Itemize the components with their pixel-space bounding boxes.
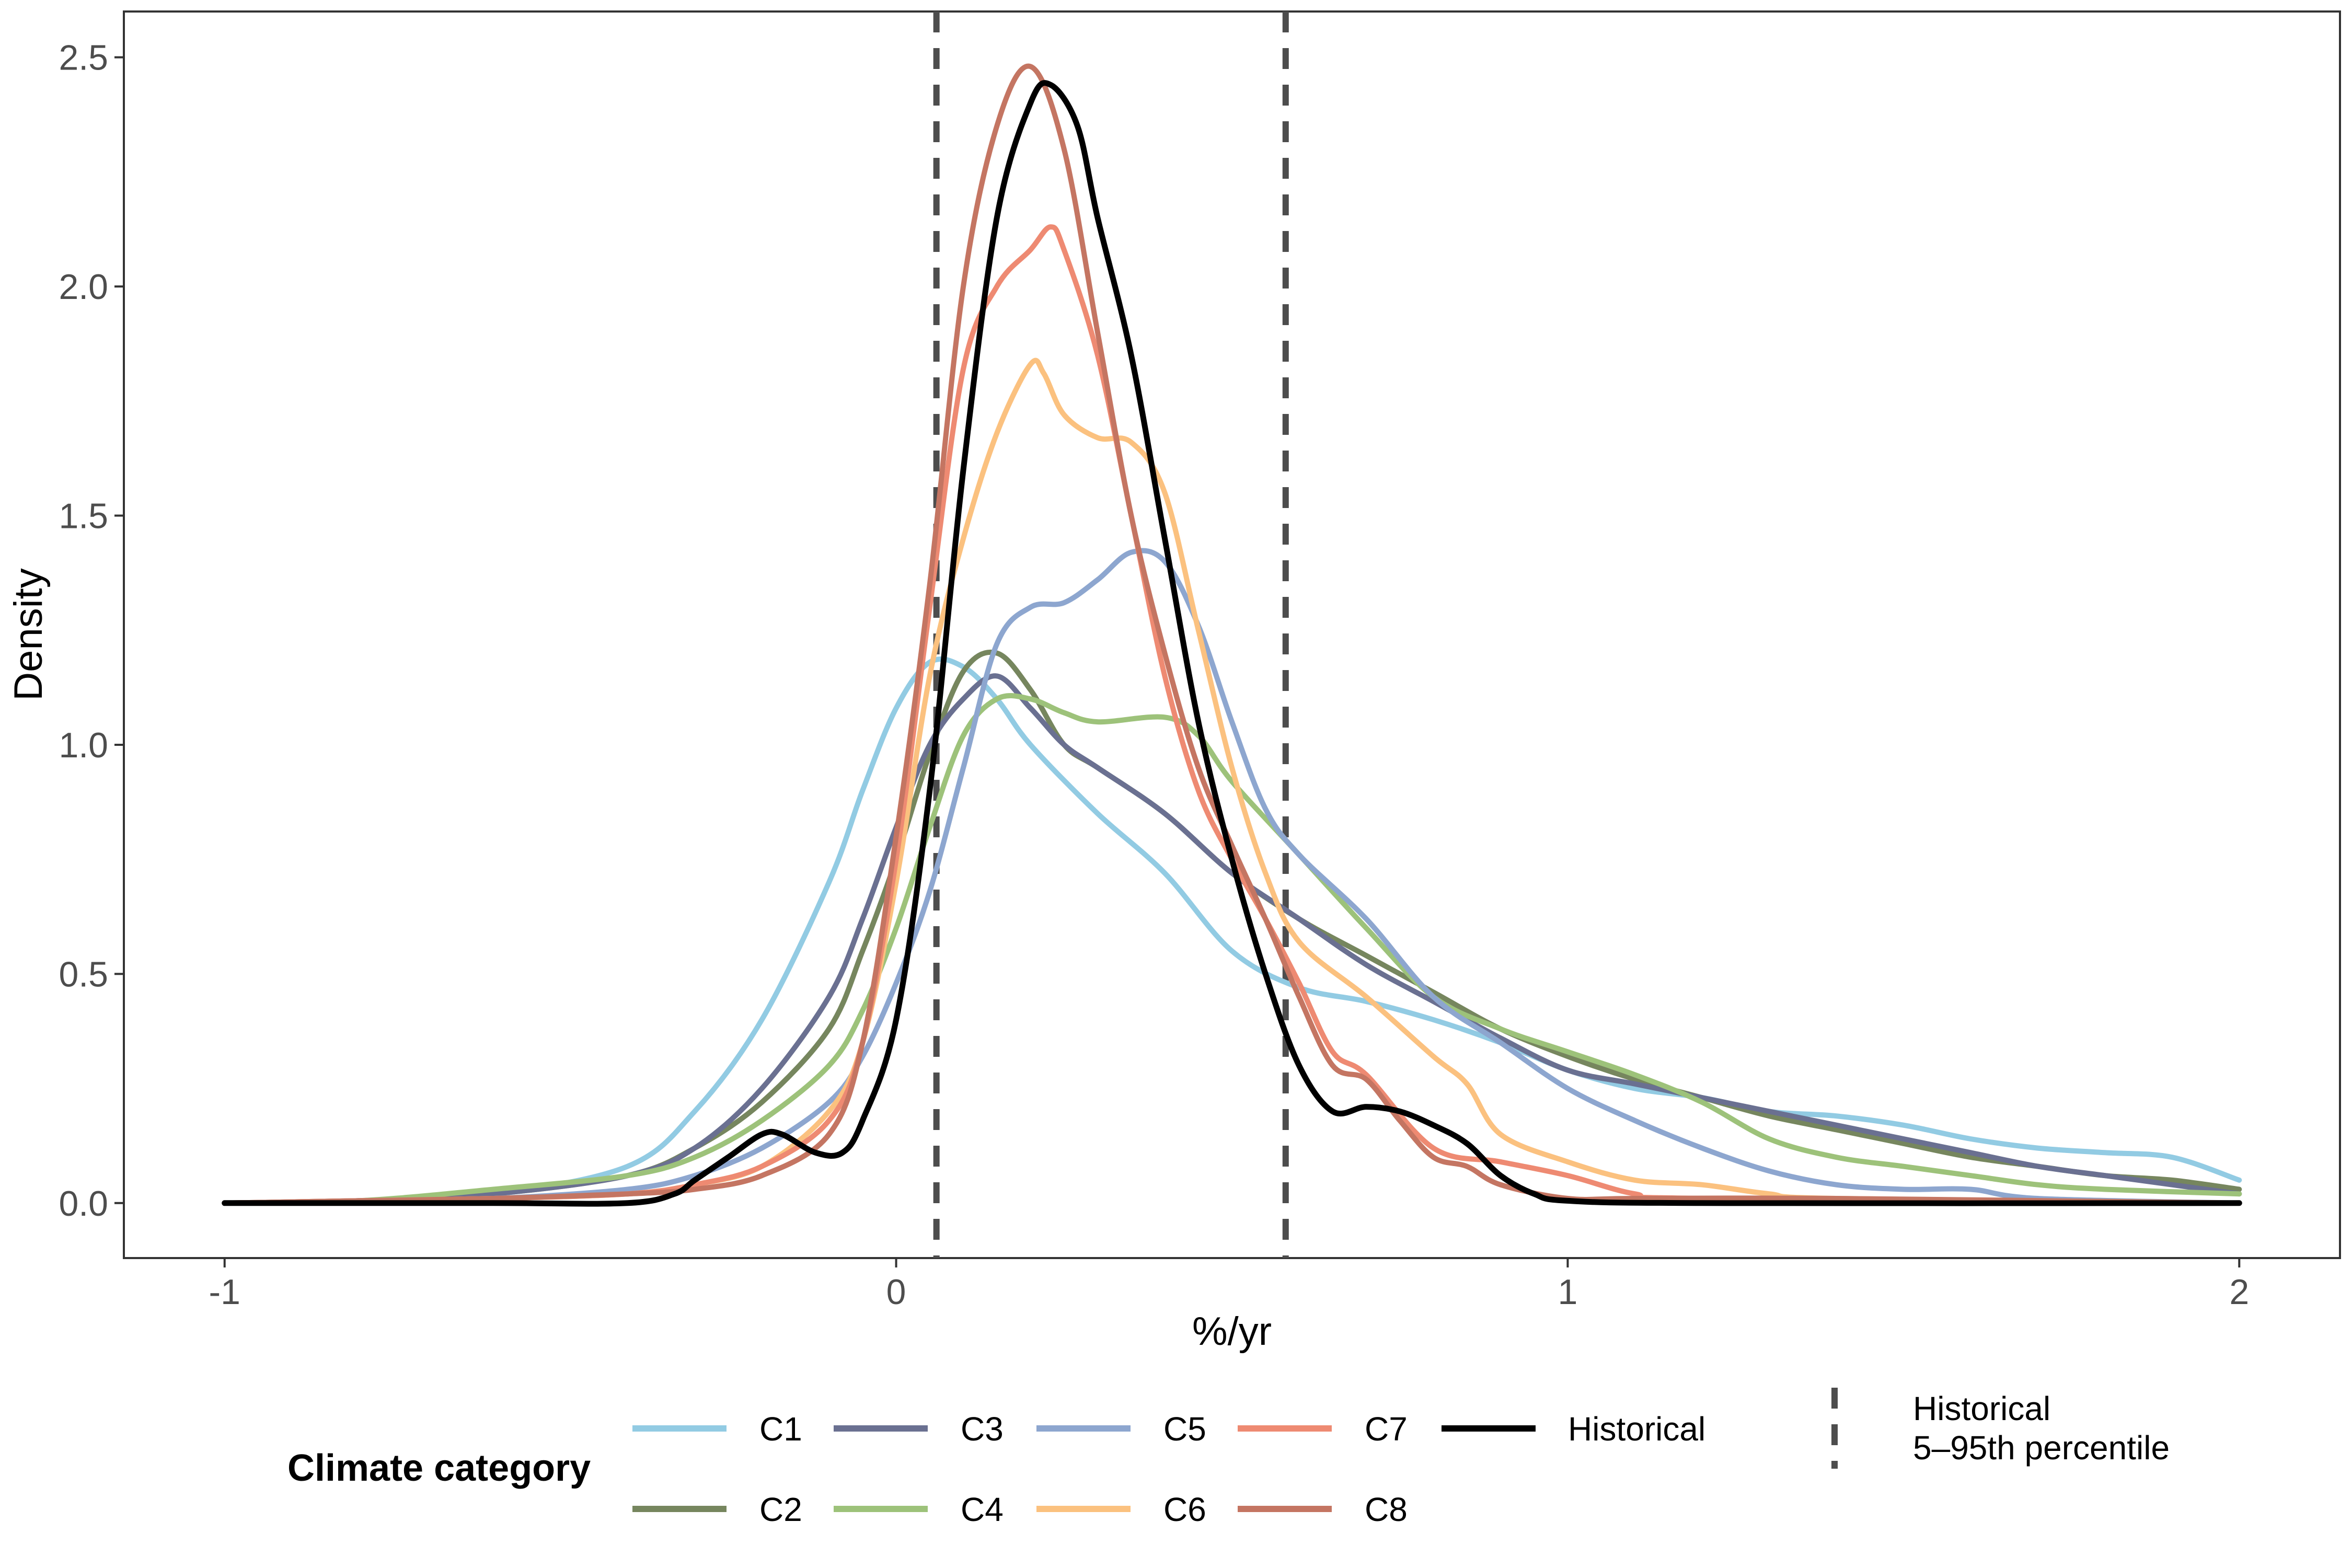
series-line-c7 — [222, 224, 2242, 1206]
legend-label-c6: C6 — [1163, 1491, 1206, 1528]
legend-label-c3: C3 — [961, 1410, 1004, 1448]
series-line-c8 — [222, 63, 2242, 1206]
legend-entry-historical: Historical — [1442, 1410, 1705, 1448]
x-tick-label: -1 — [209, 1272, 240, 1312]
legend-entry-c2: C2 — [632, 1491, 802, 1528]
legend-percentile-label-2: 5–95th percentile — [1913, 1429, 2170, 1467]
legend-entry-c6: C6 — [1036, 1491, 1206, 1528]
axes: -1 0 1 2 0.0 0.5 1.0 1.5 2.0 2.5 — [59, 38, 2249, 1312]
series-line-c2 — [222, 649, 2242, 1206]
y-axis-title: Density — [6, 568, 51, 700]
legend-entry-c1: C1 — [632, 1410, 802, 1448]
legend-label-c7: C7 — [1365, 1410, 1408, 1448]
legend-title: Climate category — [287, 1447, 591, 1489]
legend-label-c5: C5 — [1163, 1410, 1206, 1448]
legend-percentile-label-1: Historical — [1913, 1390, 2050, 1427]
legend-label-c8: C8 — [1365, 1491, 1408, 1528]
legend-percentile-entry: Historical 5–95th percentile — [1831, 1388, 2170, 1469]
legend-entry-c8: C8 — [1238, 1491, 1408, 1528]
legend-label-c4: C4 — [961, 1491, 1004, 1528]
y-tick-label: 2.0 — [59, 267, 108, 307]
y-tick-label: 1.5 — [59, 497, 108, 536]
reference-lines — [933, 11, 1289, 1258]
legend-entry-c3: C3 — [834, 1410, 1004, 1448]
legend: Climate category C1 C2 C3 C4 C5 C6 C7 C8 Histori… — [287, 1410, 1705, 1528]
y-tick-label: 0.5 — [59, 954, 108, 994]
plot-panel-border — [123, 10, 2341, 1259]
legend-entry-c5: C5 — [1036, 1410, 1206, 1448]
x-tick-label: 1 — [1558, 1272, 1578, 1312]
legend-label-c1: C1 — [759, 1410, 802, 1448]
legend-entry-c7: C7 — [1238, 1410, 1408, 1448]
legend-entry-c4: C4 — [834, 1491, 1004, 1528]
y-tick-label: 2.5 — [59, 38, 108, 78]
series-line-c5 — [222, 548, 2242, 1206]
series-line-c1 — [222, 656, 2242, 1206]
density-curves — [222, 63, 2242, 1207]
series-line-historical — [222, 80, 2242, 1207]
y-tick-label: 1.0 — [59, 725, 108, 765]
y-tick-label: 0.0 — [59, 1184, 108, 1224]
legend-label-historical: Historical — [1568, 1410, 1705, 1448]
legend-label-c2: C2 — [759, 1491, 802, 1528]
x-tick-label: 0 — [886, 1272, 906, 1312]
x-tick-label: 2 — [2229, 1272, 2249, 1312]
series-line-c3 — [222, 673, 2242, 1206]
x-axis-title: %/yr — [1192, 1309, 1272, 1354]
